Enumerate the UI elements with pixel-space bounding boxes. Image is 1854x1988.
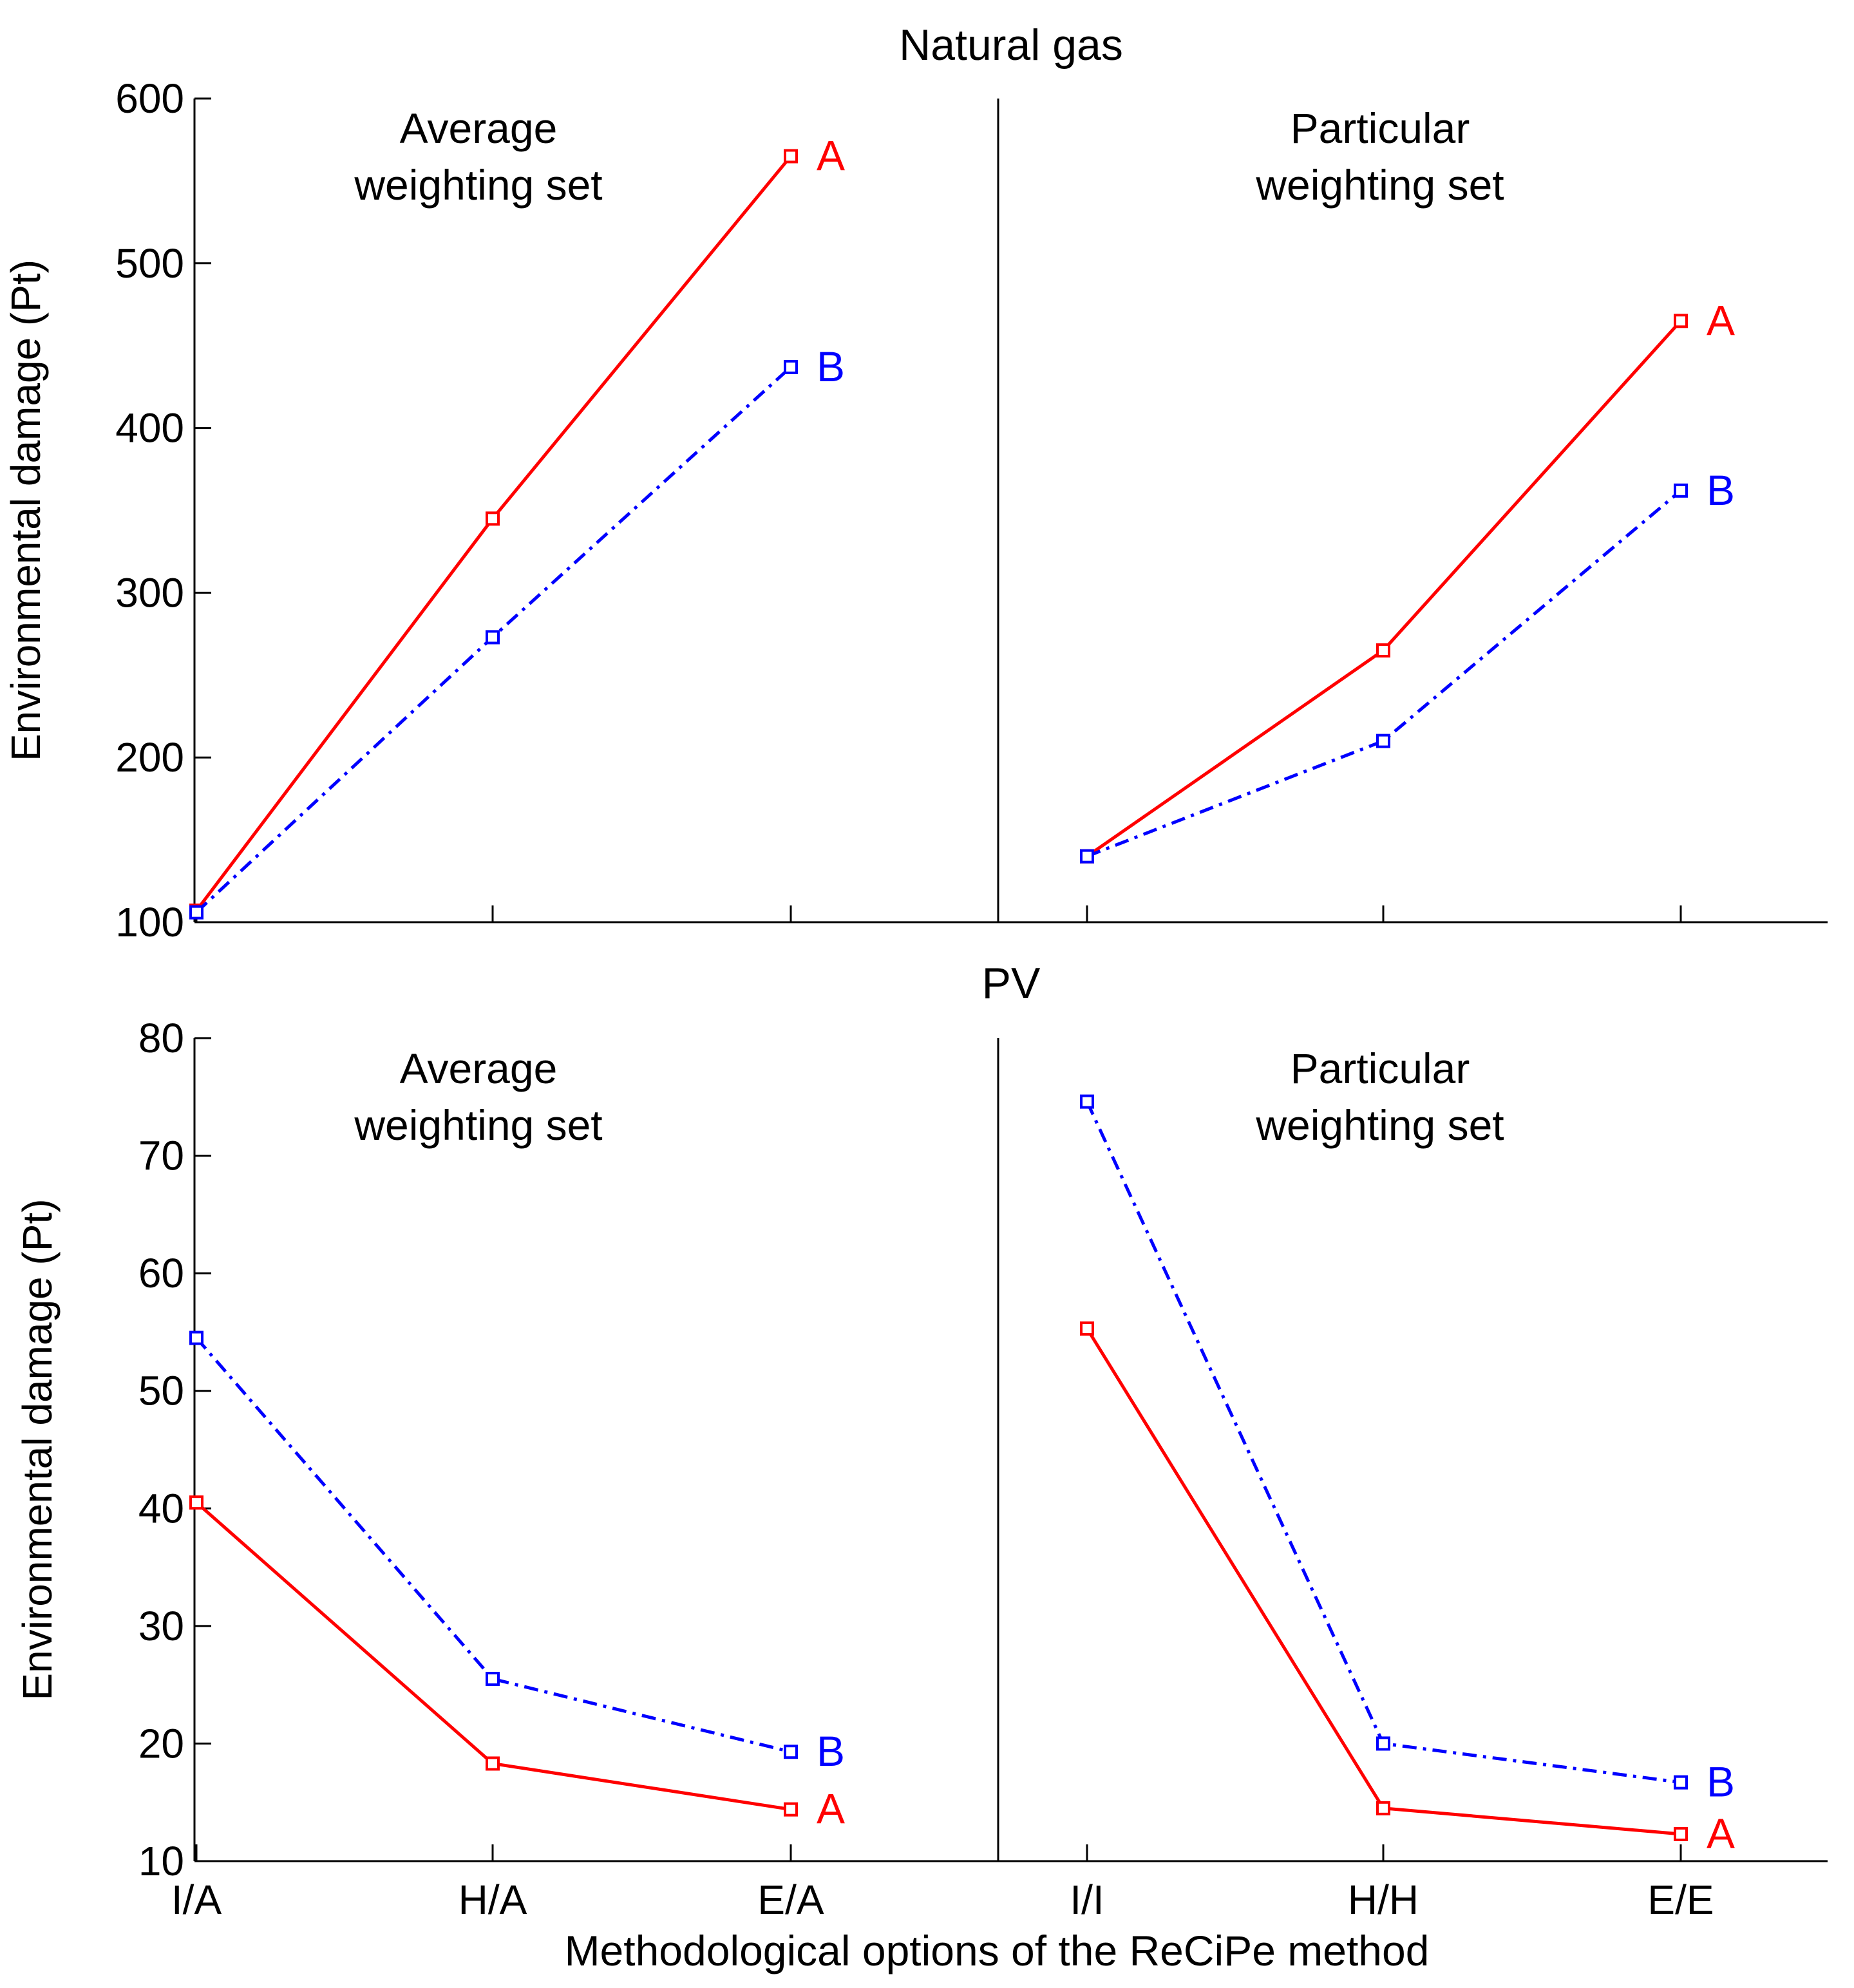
y-tick-label: 80 — [138, 1015, 184, 1061]
panel-title-line1: Particular — [1291, 1045, 1470, 1092]
series-A-point — [1376, 643, 1390, 658]
x-tick-label: H/A — [459, 1877, 527, 1923]
series-B-point — [784, 359, 798, 374]
series-B-point — [189, 905, 203, 920]
y-tick-label: 100 — [115, 899, 184, 945]
y-tick-label: 20 — [138, 1720, 184, 1766]
y-tick-label: 500 — [115, 240, 184, 287]
series-A-point — [486, 1756, 500, 1771]
series-A-point — [1080, 1321, 1094, 1336]
series-A-label: A — [1707, 296, 1735, 344]
series-B-point — [486, 1672, 500, 1687]
y-tick-label: 10 — [138, 1838, 184, 1884]
series-B-point — [1080, 1094, 1094, 1109]
series-B-point — [486, 630, 500, 645]
y-tick-label: 50 — [138, 1368, 184, 1414]
series-A-label: A — [1707, 1810, 1735, 1857]
chart-title: PV — [982, 959, 1041, 1008]
panel-title-line1: Particular — [1291, 104, 1470, 152]
y-tick-label: 40 — [138, 1485, 184, 1531]
x-tick-label: E/A — [757, 1877, 824, 1923]
series-A-label: A — [817, 132, 845, 180]
series-A-point — [1376, 1801, 1390, 1815]
series-B-label: B — [1707, 1758, 1735, 1806]
series-A-point — [784, 149, 798, 164]
x-tick-label: H/H — [1348, 1877, 1419, 1923]
y-tick-label: 600 — [115, 75, 184, 122]
series-B-label: B — [817, 1727, 845, 1775]
y-axis-label: Environmental damage (Pt) — [3, 260, 49, 761]
series-B-line — [195, 1336, 791, 1754]
series-A-label: A — [817, 1785, 845, 1833]
panel-title-line1: Average — [400, 104, 558, 152]
series-B-label: B — [1707, 466, 1735, 514]
x-tick-label: E/E — [1647, 1877, 1714, 1923]
series-B-point — [784, 1745, 798, 1759]
panel-title-line1: Average — [400, 1045, 558, 1092]
series-B-point — [1376, 1736, 1390, 1751]
panel-title-line2: weighting set — [354, 1101, 602, 1149]
y-tick-label: 30 — [138, 1603, 184, 1649]
y-axis-label: Environmental damage (Pt) — [14, 1198, 61, 1700]
series-A-point — [784, 1802, 798, 1817]
series-B-point — [189, 1330, 203, 1345]
x-axis-label: Methodological options of the ReCiPe met… — [565, 1927, 1430, 1974]
series-B-point — [1376, 734, 1390, 748]
panel-title-line2: weighting set — [1255, 1101, 1504, 1149]
series-B-point — [1674, 1775, 1688, 1790]
y-tick-label: 300 — [115, 569, 184, 616]
subplot-pv: PV 10 20 30 40 50 60 70 80 I/A H/A E/A I/I H/H E/E Envi… — [14, 959, 1828, 1923]
y-tick-label: 400 — [115, 405, 184, 451]
x-tick-label: I/A — [171, 1877, 222, 1923]
panel-title-line2: weighting set — [354, 161, 602, 209]
series-B-label: B — [817, 343, 845, 390]
x-tick-label: I/I — [1070, 1877, 1104, 1923]
series-A-point — [1674, 314, 1688, 328]
chart-title: Natural gas — [899, 21, 1123, 70]
series-B-line — [1086, 489, 1682, 858]
y-tick-label: 200 — [115, 734, 184, 781]
subplot-natural-gas: Natural gas 100 200 300 400 500 600 Environment… — [3, 21, 1828, 945]
series-A-point — [1674, 1827, 1688, 1842]
y-tick-label: 60 — [138, 1250, 184, 1296]
panel-title-line2: weighting set — [1255, 161, 1504, 209]
series-A-point — [189, 1495, 203, 1510]
series-B-point — [1080, 849, 1094, 864]
series-B-point — [1674, 483, 1688, 498]
y-tick-label: 70 — [138, 1133, 184, 1179]
series-A-point — [486, 511, 500, 526]
